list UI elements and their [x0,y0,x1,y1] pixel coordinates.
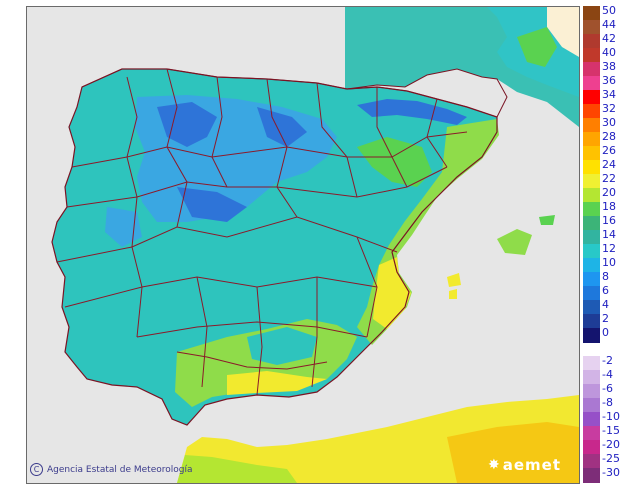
legend-label-positive-8: 30 [602,116,616,129]
legend-swatch-negative-3 [583,398,600,413]
italy-corner-region [547,7,579,57]
legend-swatch-positive-22 [583,314,600,329]
legend-swatch-positive-15 [583,216,600,231]
legend-label-positive-2: 42 [602,32,616,45]
legend-swatch-negative-4 [583,412,600,427]
france-border [346,68,508,118]
legend-label-negative-3: -8 [602,396,613,409]
pyrenees-cold [357,99,467,125]
legend-label-positive-16: 14 [602,228,616,241]
legend-swatch-positive-23 [583,328,600,343]
sierra-cool [247,327,317,365]
legend-swatch-negative-5 [583,426,600,441]
aemet-logo-icon: ✸ [488,457,501,473]
legend-label-positive-9: 28 [602,130,616,143]
legend-swatch-positive-16 [583,230,600,245]
legend-label-negative-1: -4 [602,368,613,381]
legend-swatch-negative-1 [583,370,600,385]
legend-swatch-positive-2 [583,34,600,49]
legend-swatch-positive-17 [583,244,600,259]
legend-label-positive-14: 18 [602,200,616,213]
temperature-map [26,6,580,484]
africa-hot-region [447,422,579,483]
legend-label-positive-11: 24 [602,158,616,171]
legend-swatch-positive-21 [583,300,600,315]
legend-label-positive-12: 22 [602,172,616,185]
legend-label-negative-0: -2 [602,354,613,367]
legend-label-positive-1: 44 [602,18,616,31]
legend-swatch-positive-0 [583,6,600,21]
legend-label-positive-3: 40 [602,46,616,59]
legend-swatch-positive-5 [583,76,600,91]
legend-swatch-positive-10 [583,146,600,161]
temperature-legend: 50 44 42 40 38 36 34 32 30 28 26 24 22 20 18 16 14 12 10 8 6… [582,4,630,486]
france-warm-patch [517,27,557,67]
legend-label-positive-17: 12 [602,242,616,255]
legend-swatch-positive-20 [583,286,600,301]
agency-name: Agencia Estatal de Meteorología [47,464,193,475]
legend-label-positive-5: 36 [602,74,616,87]
legend-swatch-positive-1 [583,20,600,35]
agency-credit: C Agencia Estatal de Meteorología [30,463,193,476]
legend-label-negative-7: -25 [602,452,620,465]
legend-swatch-positive-18 [583,258,600,273]
south-coast-hot [227,371,327,395]
legend-label-positive-0: 50 [602,4,616,17]
legend-label-negative-2: -6 [602,382,613,395]
legend-swatch-positive-3 [583,48,600,63]
legend-swatch-negative-2 [583,384,600,399]
legend-swatch-negative-8 [583,468,600,483]
legend-label-negative-6: -20 [602,438,620,451]
legend-swatch-positive-11 [583,160,600,175]
iberia-coastline [51,68,498,426]
map-canvas [27,7,579,483]
legend-label-negative-4: -10 [602,410,620,423]
legend-label-positive-4: 38 [602,60,616,73]
legend-swatch-negative-6 [583,440,600,455]
copyright-icon: C [30,463,43,476]
legend-label-negative-8: -30 [602,466,620,479]
mallorca-island [497,229,532,255]
legend-swatch-positive-19 [583,272,600,287]
legend-swatch-negative-7 [583,454,600,469]
legend-label-positive-23: 0 [602,326,609,339]
legend-swatch-positive-7 [583,104,600,119]
legend-swatch-positive-4 [583,62,600,77]
africa-mild-region [177,455,297,483]
legend-label-positive-10: 26 [602,144,616,157]
iberian-north-cold [257,107,307,147]
menorca-island [539,215,555,225]
legend-swatch-positive-6 [583,90,600,105]
legend-label-positive-6: 34 [602,88,616,101]
legend-label-positive-18: 10 [602,256,616,269]
legend-label-positive-21: 4 [602,298,609,311]
central-system-cold [177,187,247,222]
legend-label-positive-7: 32 [602,102,616,115]
ibiza-island [447,273,461,287]
legend-label-negative-5: -15 [602,424,620,437]
legend-swatch-negative-0 [583,356,600,371]
legend-swatch-positive-9 [583,132,600,147]
legend-label-positive-15: 16 [602,214,616,227]
formentera-island [449,289,457,299]
legend-label-positive-13: 20 [602,186,616,199]
cantabrian-cold [157,102,217,147]
legend-swatch-positive-8 [583,118,600,133]
legend-label-positive-20: 6 [602,284,609,297]
legend-label-positive-19: 8 [602,270,609,283]
legend-swatch-positive-12 [583,174,600,189]
legend-label-positive-22: 2 [602,312,609,325]
aemet-logo-text: aemet [502,456,562,474]
aemet-logo: ✸ aemet [488,456,561,474]
legend-swatch-positive-13 [583,188,600,203]
legend-swatch-positive-14 [583,202,600,217]
